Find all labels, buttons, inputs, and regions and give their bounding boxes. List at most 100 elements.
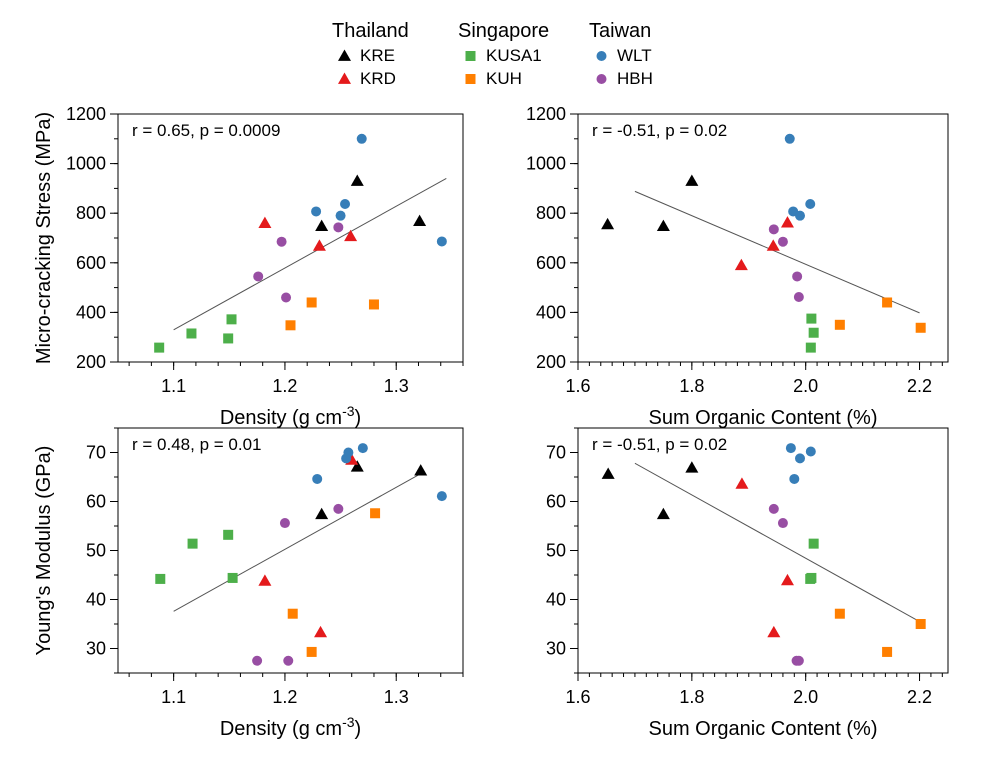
data-point-hbh: [252, 655, 263, 666]
data-point-hbh: [793, 292, 804, 303]
data-point-kre: [350, 460, 364, 472]
y-tick-label: 400: [536, 302, 566, 322]
data-point-kuh: [306, 646, 317, 657]
legend-marker: [465, 74, 476, 84]
x-tick-label: 1.8: [679, 687, 704, 707]
x-tick-label: 1.8: [679, 376, 704, 396]
data-point-krd: [734, 258, 748, 271]
regression-line: [173, 178, 447, 331]
data-point-kusa1: [808, 538, 819, 549]
data-point-hbh: [253, 271, 264, 282]
y-tick-label: 600: [536, 253, 566, 273]
legend-label: KUH: [486, 69, 522, 88]
regression-line: [634, 462, 920, 622]
data-point-kre: [413, 214, 427, 227]
data-point-wlt: [312, 473, 323, 484]
square-marker-icon: [465, 51, 476, 61]
data-point-kre: [685, 461, 699, 473]
legend-label: KRE: [360, 46, 395, 65]
y-tick-label: 40: [546, 590, 566, 610]
data-point-kre: [656, 219, 670, 231]
scatter-panel-3: 1.1 1.2 1.3 30 40 50 60 70 Density (g cm-3) Young…: [33, 427, 464, 740]
plot-frame: [577, 427, 949, 674]
data-point-wlt: [784, 133, 795, 144]
scatter-panel-2: 1.6 1.8 2.0 2.2 200 400 600 800 1000 1200 Sum Orga…: [526, 104, 949, 429]
data-point-krd: [258, 574, 272, 586]
data-point-wlt: [785, 443, 796, 454]
regression-line: [634, 190, 920, 314]
data-point-krd: [767, 625, 781, 638]
legend: Thailand KRE KRD Singapore KUSA1 KUH Taiwan WLT…: [0, 0, 988, 100]
data-point-kuh: [834, 608, 845, 619]
data-point-kusa1: [227, 572, 238, 583]
legend-marker: [596, 51, 607, 61]
y-tick-label: 60: [86, 492, 106, 512]
y-tick-label: 30: [86, 639, 106, 659]
data-point-krd: [735, 477, 749, 489]
data-point-kuh: [287, 608, 298, 619]
circle-marker-icon: [596, 74, 607, 84]
plot-frame: [117, 427, 464, 674]
legend-item: KRE: [337, 46, 395, 66]
y-tick-label: 800: [536, 203, 566, 223]
data-point-hbh: [279, 518, 290, 529]
data-point-kusa1: [223, 333, 234, 344]
data-point-hbh: [777, 518, 788, 529]
data-point-wlt: [357, 443, 368, 454]
data-point-kusa1: [226, 314, 237, 325]
data-point-wlt: [789, 473, 800, 484]
scatter-panel-4: 1.6 1.8 2.0 2.2 30 40 50 60 70 Sum Organic Conten…: [546, 427, 949, 740]
y-axis-label: Young's Modulus (GPa): [33, 446, 55, 656]
legend-group-title: Taiwan: [589, 20, 652, 42]
data-point-kuh: [834, 319, 845, 330]
data-point-kuh: [882, 646, 893, 657]
data-point-wlt: [340, 199, 351, 210]
y-axis-label: Micro-cracking Stress (MPa): [33, 112, 55, 364]
data-point-wlt: [343, 447, 354, 458]
legend-item: KRD: [337, 69, 396, 89]
data-point-kusa1: [806, 572, 817, 583]
y-tick-label: 200: [76, 352, 106, 372]
data-point-hbh: [768, 224, 779, 235]
data-point-krd: [314, 625, 328, 638]
x-tick-label: 2.0: [793, 687, 818, 707]
data-point-wlt: [335, 210, 346, 221]
data-point-hbh: [768, 503, 779, 514]
data-point-hbh: [793, 655, 804, 666]
data-point-kre: [315, 219, 329, 231]
legend-item: KUH: [463, 69, 522, 89]
x-tick-label: 1.6: [565, 376, 590, 396]
triangle-marker-icon: [338, 49, 351, 61]
data-point-kusa1: [154, 342, 165, 353]
y-tick-label: 60: [546, 492, 566, 512]
y-tick-label: 70: [86, 443, 106, 463]
legend-label: KRD: [360, 69, 396, 88]
data-point-kre: [414, 464, 428, 476]
data-point-hbh: [777, 236, 788, 247]
data-point-kre: [685, 174, 699, 186]
x-tick-label: 1.2: [272, 376, 297, 396]
data-point-kusa1: [187, 538, 198, 549]
correlation-annotation: r = 0.48, p = 0.01: [132, 435, 261, 454]
legend-item: KUSA1: [463, 46, 542, 66]
data-point-kuh: [915, 322, 926, 333]
data-point-kre: [656, 507, 670, 520]
y-tick-label: 50: [86, 541, 106, 561]
data-point-wlt: [436, 491, 447, 502]
x-tick-label: 2.2: [907, 687, 932, 707]
x-tick-label: 1.3: [384, 687, 409, 707]
data-point-kuh: [370, 508, 381, 519]
data-point-krd: [780, 216, 794, 228]
data-point-hbh: [333, 503, 344, 514]
x-tick-label: 1.1: [161, 376, 186, 396]
x-tick-label: 1.2: [272, 687, 297, 707]
data-point-kusa1: [806, 313, 817, 324]
x-axis-label: Density (g cm-3): [220, 714, 361, 740]
data-point-kre: [315, 507, 329, 520]
data-point-kre: [350, 174, 364, 186]
scatter-panel-1: 1.1 1.2 1.3 200 400 600 800 1000 1200 Density (g …: [33, 104, 464, 429]
correlation-annotation: r = -0.51, p = 0.02: [592, 121, 727, 140]
data-point-kusa1: [186, 328, 197, 339]
legend-marker: [465, 51, 476, 61]
data-point-hbh: [281, 292, 292, 303]
